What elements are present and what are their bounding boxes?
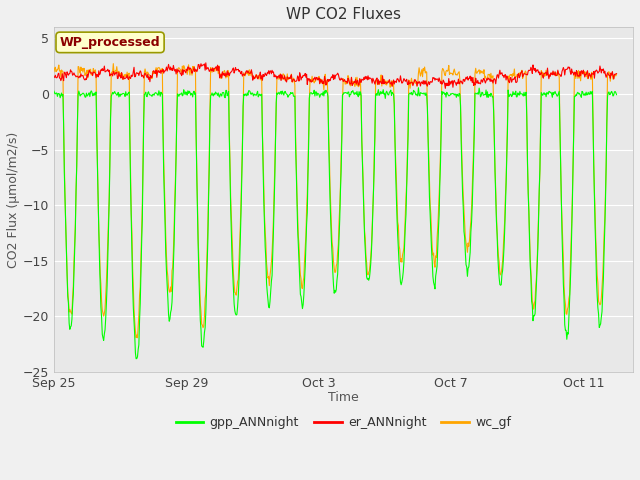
- Y-axis label: CO2 Flux (μmol/m2/s): CO2 Flux (μmol/m2/s): [7, 132, 20, 268]
- Legend: gpp_ANNnight, er_ANNnight, wc_gf: gpp_ANNnight, er_ANNnight, wc_gf: [171, 411, 516, 434]
- X-axis label: Time: Time: [328, 391, 359, 404]
- Title: WP CO2 Fluxes: WP CO2 Fluxes: [286, 7, 401, 22]
- Text: WP_processed: WP_processed: [60, 36, 161, 49]
